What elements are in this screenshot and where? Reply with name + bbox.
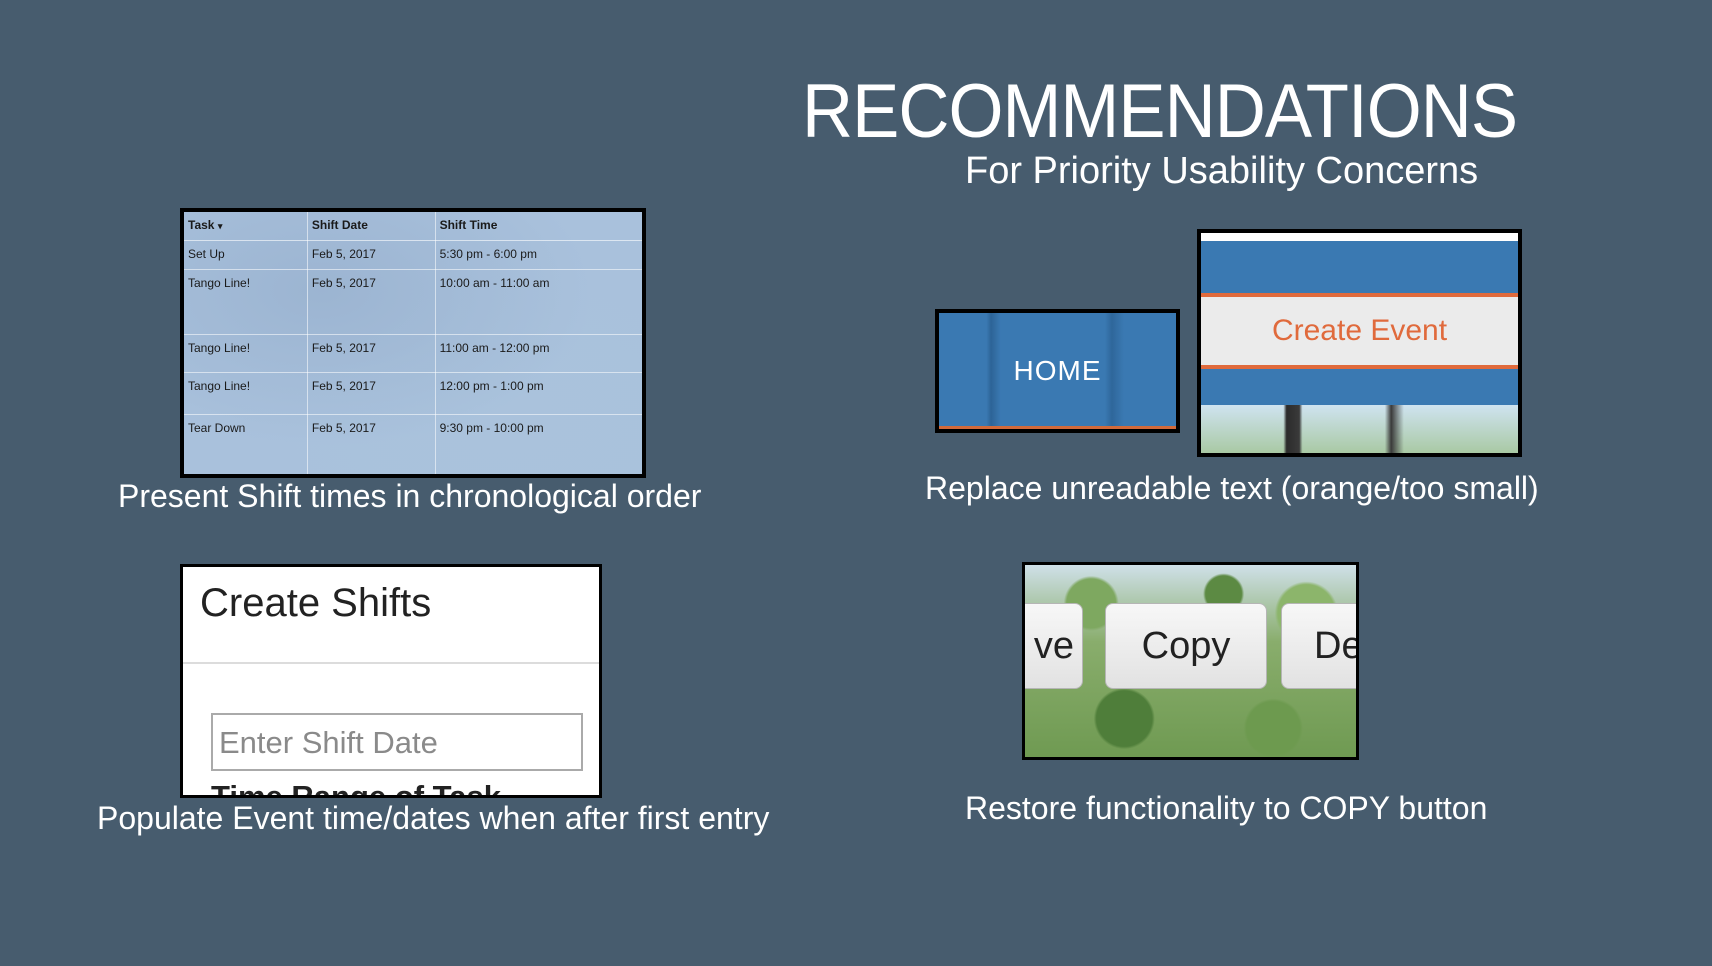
table-row: Tango Line! Feb 5, 2017 11:00 am - 12:00… [184, 334, 642, 373]
populate-caption: Populate Event time/dates when after fir… [97, 800, 770, 836]
task-cell: Tango Line! [184, 334, 308, 373]
shift-table: Task ▾ Shift Date Shift Time Set Up Feb … [184, 212, 642, 474]
task-cell: Tango Line! [184, 372, 308, 415]
time-cell: 9:30 pm - 10:00 pm [439, 421, 544, 435]
header-band [1201, 241, 1518, 299]
save-button-partial[interactable]: ve [1025, 603, 1083, 689]
readability-caption: Replace unreadable text (orange/too smal… [925, 470, 1539, 506]
time-cell: 12:00 pm - 1:00 pm [435, 372, 642, 415]
delete-button-partial[interactable]: De [1281, 603, 1356, 689]
time-range-label: Time Range of Task [211, 779, 501, 798]
home-nav-screenshot: HOME [935, 309, 1180, 433]
create-shifts-heading: Create Shifts [200, 581, 432, 625]
orange-underline [939, 426, 1176, 429]
time-cell: 10:00 am - 11:00 am [435, 269, 642, 335]
date-cell: Feb 5, 2017 [307, 372, 436, 415]
table-row: Tear Down Feb 5, 2017 9:30 pm - 10:00 pm [184, 414, 642, 474]
date-cell: Feb 5, 2017 [307, 414, 436, 474]
column-header-shift-time: Shift Time [435, 212, 642, 241]
create-event-label: Create Event [1271, 314, 1448, 347]
task-cell: Tango Line! [184, 269, 308, 335]
task-cell: Set Up [184, 240, 308, 270]
tree-background-image [1201, 405, 1518, 453]
date-cell: Feb 5, 2017 [307, 334, 436, 373]
copy-button-screenshot: ve Copy De [1022, 562, 1359, 760]
column-header-task[interactable]: Task ▾ [184, 212, 308, 241]
time-cell: 5:30 pm - 6:00 pm [435, 240, 642, 270]
column-header-shift-date: Shift Date [307, 212, 436, 241]
page-subtitle: For Priority Usability Concerns [965, 150, 1479, 192]
page-title: RECOMMENDATIONS [802, 69, 1518, 154]
date-cell: Feb 5, 2017 [307, 240, 436, 270]
date-cell: Feb 5, 2017 [307, 269, 436, 335]
copy-button[interactable]: Copy [1105, 603, 1267, 689]
table-row: Tango Line! Feb 5, 2017 10:00 am - 11:00… [184, 269, 642, 335]
time-cell: 11:00 am - 12:00 pm [435, 334, 642, 373]
create-shifts-screenshot: Create Shifts Enter Shift Date Time Rang… [180, 564, 602, 798]
shift-date-input[interactable]: Enter Shift Date [211, 713, 583, 771]
table-row: Tango Line! Feb 5, 2017 12:00 pm - 1:00 … [184, 372, 642, 415]
shift-order-caption: Present Shift times in chronological ord… [118, 478, 702, 514]
task-cell: Tear Down [184, 414, 308, 474]
shift-table-screenshot: Task ▾ Shift Date Shift Time Set Up Feb … [180, 208, 646, 478]
copy-caption: Restore functionality to COPY button [965, 790, 1488, 826]
home-nav-link[interactable]: HOME [1013, 355, 1102, 386]
create-event-screenshot: Create Event [1197, 229, 1522, 457]
divider [183, 662, 599, 664]
sort-caret-icon[interactable]: ▾ [217, 221, 223, 231]
create-event-button[interactable]: Create Event [1201, 293, 1518, 369]
table-row: Set Up Feb 5, 2017 5:30 pm - 6:00 pm [184, 240, 642, 270]
header-band-lower [1201, 369, 1518, 405]
